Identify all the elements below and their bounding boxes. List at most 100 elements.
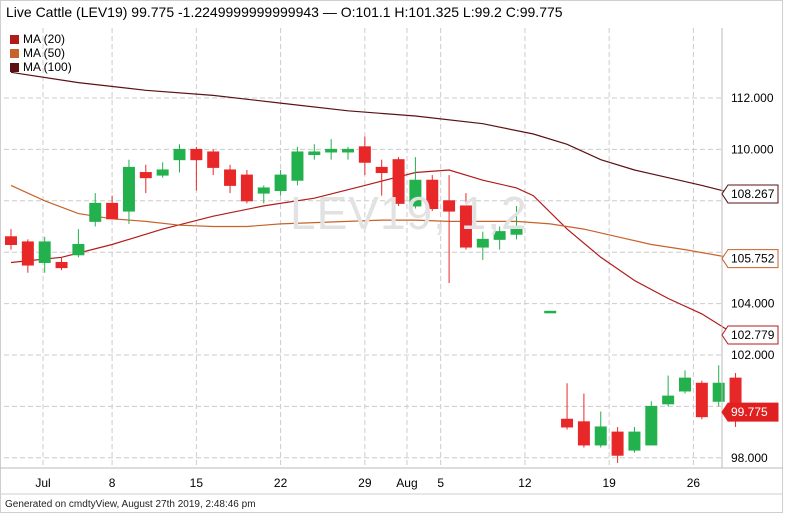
candle[interactable]: [645, 401, 658, 446]
candle-body: [342, 148, 354, 153]
candle-body: [72, 243, 85, 256]
candle-body: [5, 236, 17, 245]
x-tick-label: Jul: [35, 476, 50, 490]
candle[interactable]: [358, 136, 371, 176]
candle[interactable]: [72, 229, 85, 258]
candle-body: [156, 169, 169, 176]
ma-line-ma100: [10, 71, 736, 195]
candle[interactable]: [240, 169, 253, 204]
legend-item-ma100[interactable]: MA (100): [10, 60, 72, 74]
candle-body: [173, 148, 186, 161]
candle[interactable]: [392, 157, 405, 206]
candle-body: [577, 421, 590, 446]
y-tick-label: 112.000: [731, 91, 774, 105]
candle[interactable]: [325, 139, 338, 160]
candle[interactable]: [207, 149, 220, 176]
candle[interactable]: [679, 370, 691, 394]
candle[interactable]: [342, 146, 354, 160]
candle[interactable]: [55, 257, 68, 271]
candle[interactable]: [443, 175, 456, 284]
candle[interactable]: [224, 164, 237, 194]
candle-body: [645, 405, 658, 446]
ma-legend: MA (20) MA (50) MA (100): [10, 32, 72, 74]
candle[interactable]: [712, 365, 725, 407]
candle-body: [544, 310, 557, 314]
candle-body: [89, 202, 102, 222]
candle-body: [38, 241, 51, 263]
legend-label: MA (20): [23, 32, 66, 46]
instrument-name: Live Cattle (LEV19): [6, 4, 128, 20]
chart-header: Live Cattle (LEV19) 99.775 -1.2249999999…: [6, 4, 563, 20]
legend-swatch: [10, 48, 19, 58]
candle[interactable]: [38, 236, 51, 273]
price-label-box: [721, 184, 779, 204]
candle[interactable]: [459, 193, 472, 250]
candle-body: [476, 238, 489, 248]
candle[interactable]: [594, 411, 607, 448]
candle[interactable]: [662, 375, 675, 407]
legend-label: MA (50): [23, 46, 66, 60]
candle-body: [257, 187, 270, 194]
legend-swatch: [10, 62, 19, 72]
symbol-watermark: LEV19, 1,2: [290, 187, 528, 239]
candle-body: [392, 159, 405, 204]
candle[interactable]: [274, 169, 287, 196]
candle[interactable]: [611, 426, 624, 463]
candle[interactable]: [308, 144, 321, 160]
candle-body: [712, 382, 725, 402]
candle[interactable]: [375, 159, 388, 196]
candle[interactable]: [173, 144, 186, 173]
candle[interactable]: [257, 185, 270, 204]
candle-body: [510, 226, 523, 235]
y-tick-label: 104.000: [731, 297, 775, 311]
candle-body: [358, 146, 371, 163]
candle[interactable]: [544, 310, 557, 314]
candle-body: [443, 200, 456, 212]
y-tick-label: 98.000: [731, 451, 768, 465]
candle[interactable]: [493, 226, 506, 250]
x-tick-label: 19: [602, 476, 616, 490]
candle-body: [240, 174, 253, 202]
candle-body: [594, 426, 607, 446]
candle[interactable]: [476, 231, 489, 260]
ohlc-values: O:101.1 H:101.325 L:99.2 C:99.775: [340, 4, 563, 20]
candle[interactable]: [21, 239, 34, 273]
candle[interactable]: [139, 164, 152, 194]
candle[interactable]: [156, 162, 169, 178]
x-tick-label: 26: [687, 476, 701, 490]
candle[interactable]: [190, 146, 203, 191]
legend-item-ma20[interactable]: MA (20): [10, 32, 72, 46]
candle[interactable]: [695, 380, 708, 420]
candle[interactable]: [561, 383, 574, 430]
candle[interactable]: [426, 175, 439, 212]
candle-body: [224, 169, 237, 186]
candle[interactable]: [409, 157, 422, 209]
candle[interactable]: [122, 159, 135, 224]
price-label: 108.267: [721, 184, 779, 204]
candle-body: [611, 431, 624, 456]
candle[interactable]: [291, 146, 304, 186]
legend-item-ma50[interactable]: MA (50): [10, 46, 72, 60]
candle-body: [679, 377, 691, 392]
candle[interactable]: [106, 195, 119, 220]
candle[interactable]: [89, 193, 102, 227]
x-tick-label: 5: [437, 476, 444, 490]
candle-body: [207, 151, 220, 168]
y-tick-label: 102.000: [731, 348, 775, 362]
candle-body: [493, 231, 506, 240]
price-label-box: [721, 249, 779, 269]
candle[interactable]: [5, 229, 17, 250]
candle-body: [561, 418, 574, 428]
x-tick-label: 12: [518, 476, 532, 490]
candle[interactable]: [628, 426, 641, 453]
candle-body: [426, 179, 439, 210]
candle-body: [695, 382, 708, 418]
price-label-box: [721, 402, 779, 422]
price-label: 99.775: [721, 402, 779, 422]
candle[interactable]: [510, 205, 523, 240]
y-tick-label: 110.000: [731, 142, 774, 156]
legend-label: MA (100): [23, 60, 72, 74]
candle[interactable]: [577, 393, 590, 448]
